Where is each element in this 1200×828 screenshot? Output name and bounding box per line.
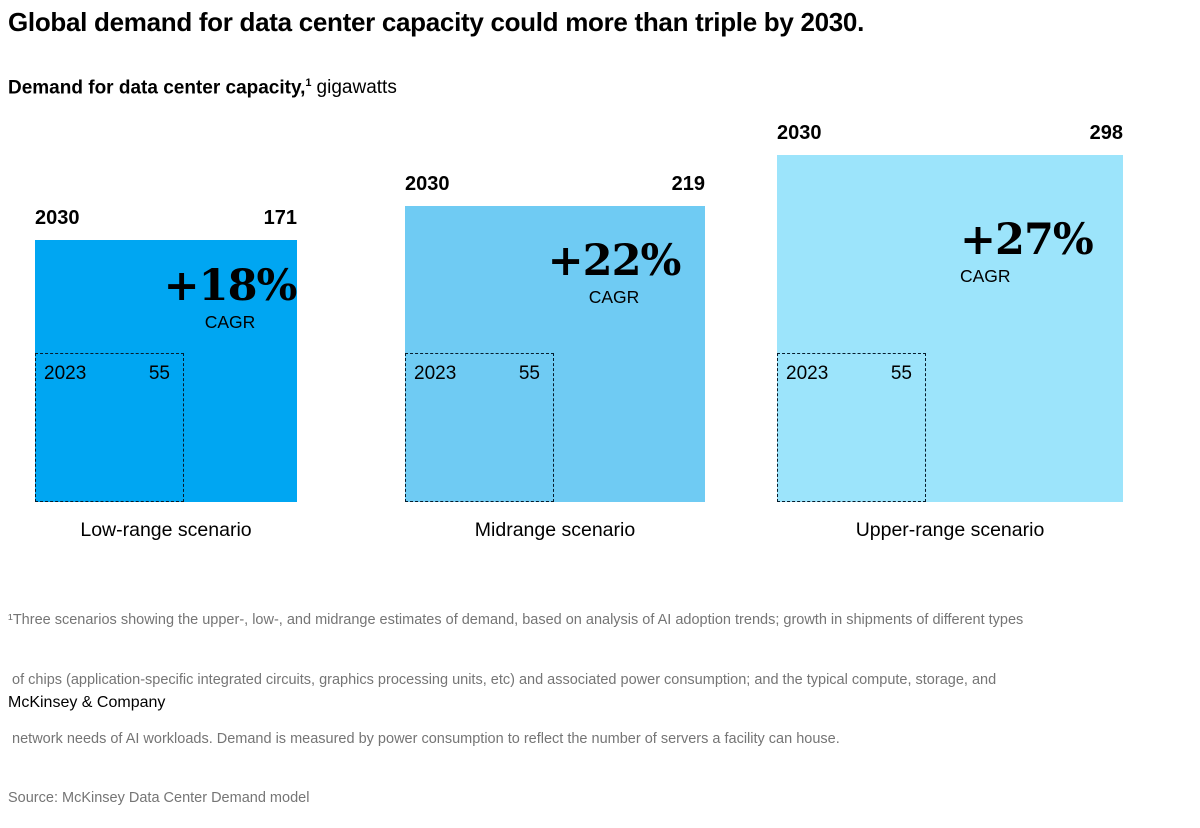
cagr-caption: CAGR <box>204 312 256 332</box>
value-label: 171 <box>263 207 297 229</box>
baseline-2023-box: 2023 55 <box>777 353 926 502</box>
chart-subtitle-bold: Demand for data center capacity, <box>8 77 306 99</box>
baseline-2023-box: 2023 55 <box>405 353 554 502</box>
year-value-row: 2030 171 <box>35 207 297 230</box>
year-label: 2030 <box>405 173 450 195</box>
cagr-callout: +22% CAGR <box>514 240 714 308</box>
mckinsey-company-logo: McKinsey & Company <box>8 694 166 711</box>
chart-subtitle: Demand for data center capacity,1 gigawat… <box>8 77 397 99</box>
scenario-label: Upper-range scenario <box>855 519 1045 541</box>
page-title: Global demand for data center capacity c… <box>8 7 865 37</box>
footnote-line: of chips (application-specific integrate… <box>8 671 997 688</box>
cagr-caption: CAGR <box>588 287 640 307</box>
cagr-percent: +18% <box>163 261 298 311</box>
footnote: ¹Three scenarios showing the upper-, low… <box>8 572 1193 828</box>
baseline-value-label: 55 <box>890 363 912 384</box>
scenario-label: Low-range scenario <box>80 519 252 541</box>
baseline-year-label: 2023 <box>414 363 457 384</box>
value-label: 219 <box>671 173 705 195</box>
year-value-row: 2030 219 <box>405 173 705 196</box>
cagr-caption: CAGR <box>960 266 1011 286</box>
scenario-square-low-range: 2030 171 +18% CAGR 2023 55 Low-range sce… <box>35 207 297 541</box>
footnote-marker: 1 <box>305 77 312 89</box>
chart-subtitle-unit: gigawatts <box>316 77 397 99</box>
scenario-square-midrange: 2030 219 +22% CAGR 2023 55 Midrange scen… <box>405 173 705 541</box>
baseline-value-label: 55 <box>148 363 170 384</box>
cagr-percent: +22% <box>547 236 682 286</box>
scenario-label: Midrange scenario <box>474 519 636 541</box>
year-value-row: 2030 298 <box>777 122 1123 145</box>
scenario-square-upper-range: 2030 298 +27% CAGR 2023 55 Upper-range s… <box>777 122 1123 541</box>
source-line: Source: McKinsey Data Center Demand mode… <box>8 789 310 806</box>
cagr-callout: +18% CAGR <box>130 265 330 333</box>
footnote-line: ¹Three scenarios showing the upper-, low… <box>8 612 1024 629</box>
value-label: 298 <box>1089 122 1123 144</box>
cagr-callout: +27% CAGR <box>960 219 1160 287</box>
cagr-percent: +27% <box>960 215 1094 265</box>
year-label: 2030 <box>777 122 822 144</box>
footnote-line: network needs of AI workloads. Demand is… <box>8 730 840 747</box>
year-label: 2030 <box>35 207 80 229</box>
baseline-year-label: 2023 <box>786 363 829 384</box>
baseline-2023-box: 2023 55 <box>35 353 184 502</box>
baseline-year-label: 2023 <box>44 363 87 384</box>
baseline-value-label: 55 <box>518 363 540 384</box>
